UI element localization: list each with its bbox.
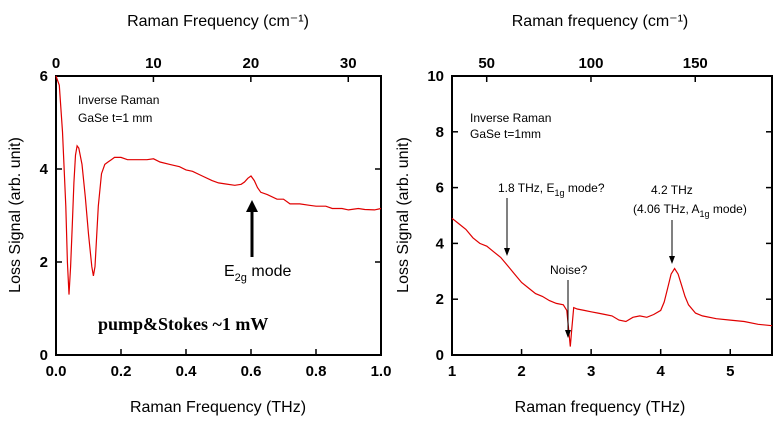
y-tick-label: 10 (427, 68, 444, 85)
top-tick-label: 20 (243, 55, 260, 72)
x-tick-label: 0.0 (46, 363, 67, 380)
right-e1g-pre: 1.8 THz, E (498, 181, 554, 195)
right-series-line (451, 217, 773, 347)
y-tick-label: 4 (40, 161, 49, 178)
y-tick-label: 0 (40, 347, 48, 364)
x-tick-label: 0.8 (306, 363, 327, 380)
left-mode-post: mode (247, 263, 292, 280)
left-annotation-mode: E2g mode (224, 263, 291, 284)
left-annotation-power: pump&Stokes ~1 mW (98, 314, 268, 334)
x-tick-label: 3 (587, 363, 595, 380)
right-top-axis-title: Raman frequency (cm⁻¹) (512, 13, 689, 30)
right-x-axis-title: Raman frequency (THz) (515, 399, 686, 416)
left-annotation-method: Inverse Raman (78, 93, 159, 107)
x-tick-label: 0.4 (176, 363, 198, 380)
y-tick-label: 6 (40, 68, 48, 85)
right-annotation-noise: Noise? (550, 263, 588, 277)
y-tick-label: 0 (436, 347, 444, 364)
right-e1g-sub: 1g (554, 188, 564, 198)
left-y-axis-title: Loss Signal (arb. unit) (7, 137, 24, 293)
x-tick-label: 4 (657, 363, 666, 380)
x-tick-label: 0.6 (241, 363, 262, 380)
left-mode-pre: E (224, 263, 235, 280)
y-tick-label: 8 (436, 124, 444, 141)
y-tick-label: 2 (40, 254, 48, 271)
x-tick-label: 2 (517, 363, 525, 380)
right-a1g-pre: (4.06 THz, A (633, 202, 699, 216)
right-a1g-sub: 1g (699, 209, 709, 219)
x-tick-label: 0.2 (111, 363, 132, 380)
right-e1g-post: mode? (564, 181, 604, 195)
left-top-axis-title: Raman Frequency (cm⁻¹) (127, 13, 309, 30)
y-tick-label: 2 (436, 291, 444, 308)
left-x-axis-title: Raman Frequency (THz) (130, 399, 306, 416)
y-tick-label: 6 (436, 180, 444, 197)
top-tick-label: 150 (683, 55, 708, 72)
x-tick-label: 1.0 (371, 363, 392, 380)
right-a1g-arrow (669, 220, 675, 264)
x-tick-label: 1 (448, 363, 456, 380)
left-mode-arrow (246, 200, 258, 257)
left-plot-frame (55, 75, 382, 356)
top-tick-label: 50 (478, 55, 495, 72)
right-annotation-a1g: (4.06 THz, A1g mode) (633, 202, 747, 219)
x-tick-label: 5 (726, 363, 734, 380)
top-tick-label: 0 (52, 55, 60, 72)
top-tick-label: 30 (340, 55, 357, 72)
right-a1g-post: mode) (710, 202, 747, 216)
right-y-axis-title: Loss Signal (arb. unit) (395, 137, 412, 293)
top-tick-label: 10 (145, 55, 162, 72)
right-noise-arrow (565, 280, 571, 338)
top-tick-label: 100 (578, 55, 603, 72)
y-tick-label: 4 (436, 235, 445, 252)
right-annotation-method: Inverse Raman (470, 111, 551, 125)
right-annotation-sample: GaSe t=1mm (470, 127, 541, 141)
right-plot-frame (451, 75, 773, 356)
right-annotation-a1g-freq: 4.2 THz (651, 183, 693, 197)
right-e1g-arrow (504, 198, 510, 256)
right-annotation-e1g: 1.8 THz, E1g mode? (498, 181, 605, 198)
left-mode-sub: 2g (235, 272, 247, 284)
left-series-line (55, 75, 382, 295)
left-annotation-sample: GaSe t=1 mm (78, 111, 152, 125)
